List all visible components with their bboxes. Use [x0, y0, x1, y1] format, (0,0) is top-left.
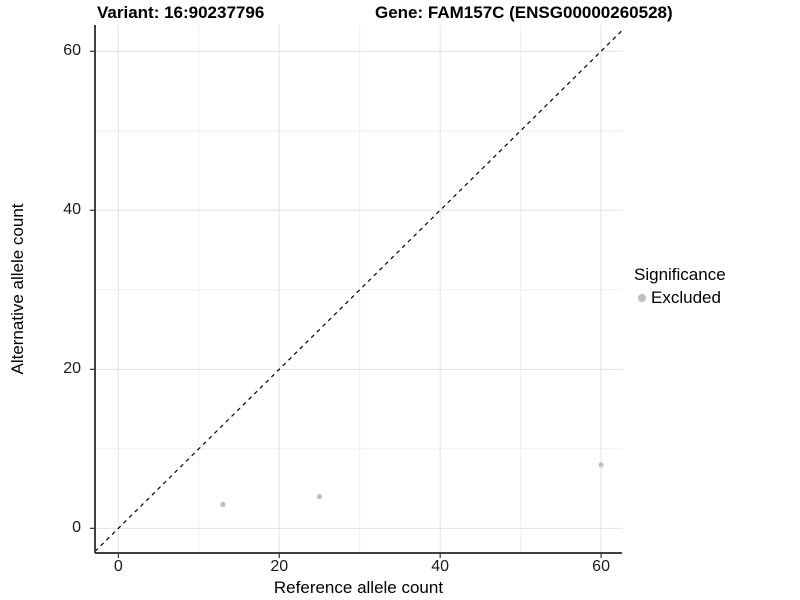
gene-title: Gene: FAM157C (ENSG00000260528) — [375, 3, 673, 22]
legend: Significance Excluded — [634, 265, 726, 308]
legend-key-dot — [638, 294, 646, 302]
variant-title: Variant: 16:90237796 — [97, 3, 265, 22]
x-tick-label: 40 — [431, 558, 450, 575]
data-point — [220, 501, 226, 508]
y-tick-label: 20 — [63, 360, 81, 378]
x-tick-labels: 0 20 40 60 — [95, 558, 622, 578]
plot-panel — [90, 25, 623, 558]
y-tick-label: 60 — [63, 42, 81, 60]
data-point — [316, 493, 323, 500]
data-point — [598, 462, 604, 468]
plot-titles: Variant: 16:90237796 Gene: FAM157C (ENSG… — [0, 3, 800, 25]
x-axis-label: Reference allele count — [273, 578, 444, 597]
x-tick-label: 0 — [113, 558, 123, 575]
legend-title: Significance — [634, 265, 726, 284]
x-tick-label: 60 — [592, 558, 610, 575]
legend-item-label: Excluded — [651, 288, 721, 307]
y-tick-label: 0 — [72, 519, 81, 537]
y-tick-label: 40 — [63, 201, 81, 219]
identity-dashed-line — [94, 30, 623, 552]
y-tick-labels: 0 20 40 60 — [0, 25, 88, 553]
legend-item-excluded: Excluded — [634, 288, 726, 308]
x-tick-label: 20 — [270, 558, 289, 575]
